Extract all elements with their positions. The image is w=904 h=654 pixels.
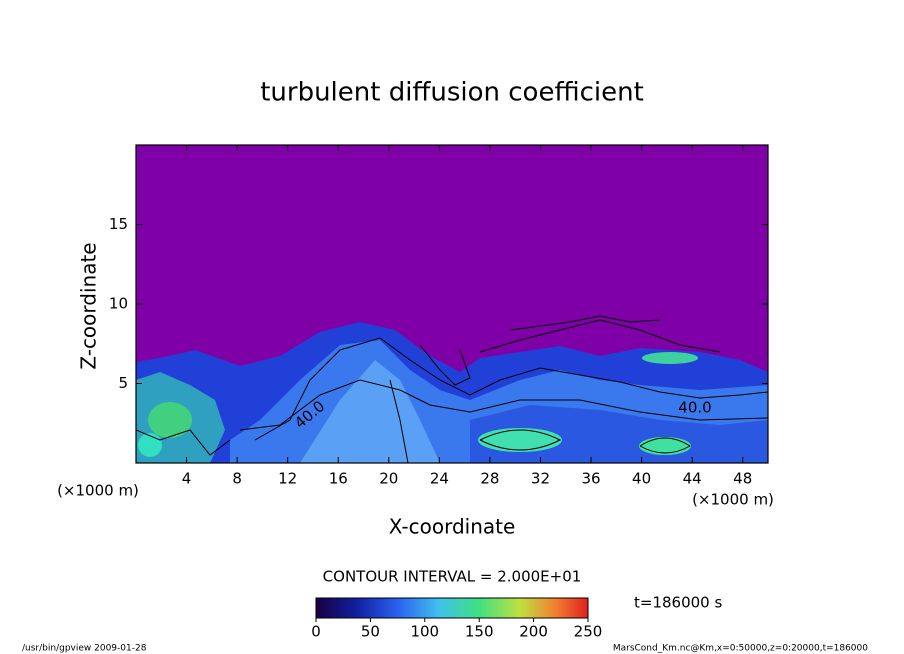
field-region — [138, 433, 162, 457]
x-tick-label: 20 — [379, 470, 398, 488]
x-tick-label: 40 — [632, 470, 651, 488]
x-tick-label: 12 — [278, 470, 297, 488]
x-tick-label: 28 — [480, 470, 499, 488]
colorbar-tick-label: 150 — [465, 623, 494, 641]
x-tick-label: 8 — [232, 470, 242, 488]
time-label: t=186000 s — [634, 594, 722, 612]
x-tick-label: 16 — [329, 470, 348, 488]
x-axis-title: X-coordinate — [389, 515, 516, 539]
field-region — [639, 437, 691, 455]
x-tick-label: 36 — [581, 470, 600, 488]
field-region — [148, 402, 192, 438]
field-region — [300, 360, 440, 463]
footer-right: MarsCond_Km.nc@Km,x=0:50000,z=0:20000,t=… — [613, 644, 868, 654]
y-unit: (×1000 m) — [57, 482, 139, 500]
x-tick-label: 44 — [683, 470, 702, 488]
colorbar-tick-label: 200 — [519, 623, 548, 641]
x-tick-label: 32 — [531, 470, 550, 488]
y-axis-title: Z-coordinate — [77, 242, 101, 369]
x-tick-label: 24 — [430, 470, 449, 488]
x-tick-label: 48 — [733, 470, 752, 488]
y-tick-label: 5 — [118, 374, 128, 392]
field-region — [478, 428, 562, 452]
y-tick-label: 15 — [109, 215, 128, 233]
y-tick-label: 10 — [109, 295, 128, 313]
colorbar — [315, 597, 589, 619]
x-unit: (×1000 m) — [692, 491, 774, 509]
colorbar-tick-label: 50 — [361, 623, 380, 641]
contour-lines — [136, 315, 768, 463]
colorbar-tick-label: 0 — [311, 623, 321, 641]
chart-title: turbulent diffusion coefficient — [260, 78, 644, 108]
x-tick-label: 4 — [182, 470, 192, 488]
footer-left: /usr/bin/gpview 2009-01-28 — [22, 644, 147, 654]
colorbar-tick-label: 100 — [410, 623, 439, 641]
contour-label: 40.0 — [678, 399, 711, 417]
field-region — [642, 352, 698, 364]
field — [136, 145, 768, 463]
contour-interval: CONTOUR INTERVAL = 2.000E+01 — [323, 568, 582, 586]
colorbar-tick-label: 250 — [574, 623, 603, 641]
